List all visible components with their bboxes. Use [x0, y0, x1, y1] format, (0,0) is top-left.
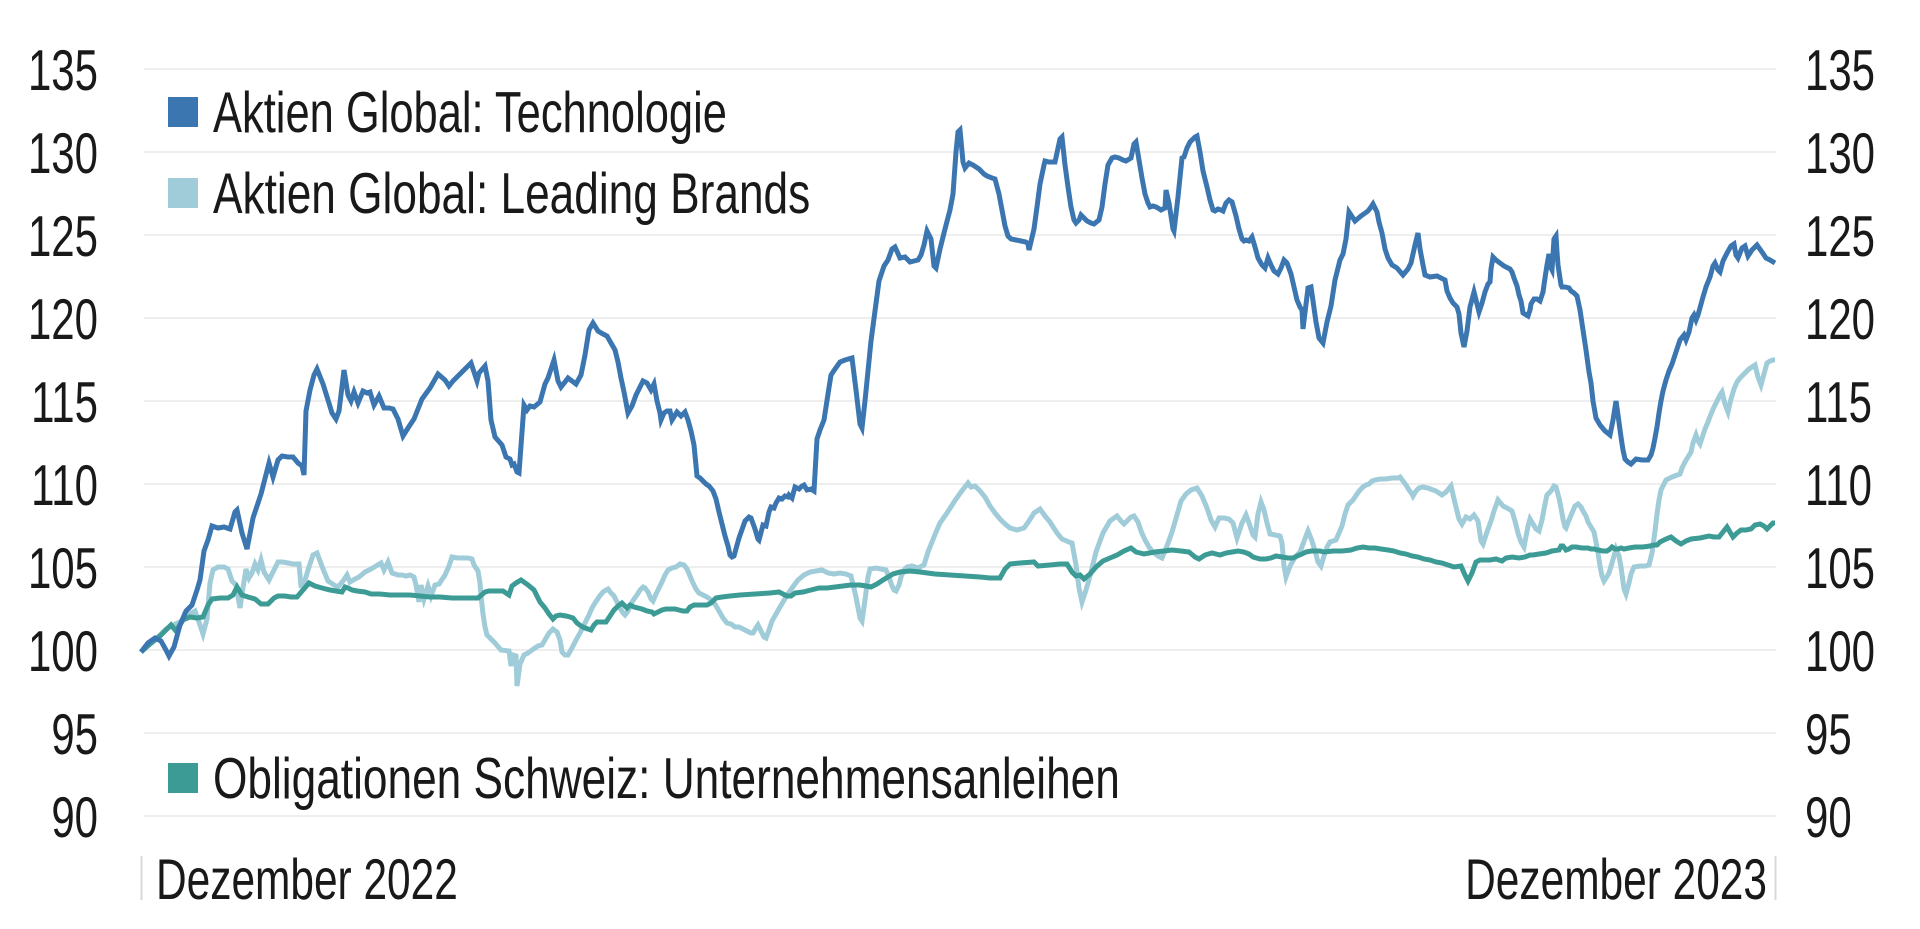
svg-text:115: 115	[31, 369, 98, 434]
svg-text:130: 130	[28, 120, 98, 185]
svg-text:105: 105	[1805, 535, 1875, 600]
svg-text:115: 115	[1805, 369, 1872, 434]
svg-text:125: 125	[28, 203, 98, 268]
svg-text:110: 110	[31, 452, 98, 517]
svg-text:110: 110	[1805, 452, 1872, 517]
svg-text:95: 95	[51, 701, 98, 766]
svg-text:Aktien Global: Technologie: Aktien Global: Technologie	[213, 80, 727, 144]
svg-text:Obligationen Schweiz: Unterneh: Obligationen Schweiz: Unternehmensanleih…	[213, 746, 1120, 810]
svg-text:100: 100	[28, 618, 98, 683]
svg-text:135: 135	[1805, 37, 1875, 102]
svg-text:95: 95	[1805, 701, 1852, 766]
svg-text:130: 130	[1805, 120, 1875, 185]
svg-text:90: 90	[51, 784, 98, 849]
svg-text:120: 120	[1805, 286, 1875, 351]
svg-text:135: 135	[28, 37, 98, 102]
svg-text:Dezember 2023: Dezember 2023	[1465, 847, 1767, 912]
svg-text:100: 100	[1805, 618, 1875, 683]
svg-text:90: 90	[1805, 784, 1852, 849]
svg-text:Dezember 2022: Dezember 2022	[156, 847, 458, 912]
svg-text:120: 120	[28, 286, 98, 351]
svg-text:125: 125	[1805, 203, 1875, 268]
svg-text:Aktien Global: Leading Brands: Aktien Global: Leading Brands	[213, 161, 810, 225]
svg-text:105: 105	[28, 535, 98, 600]
